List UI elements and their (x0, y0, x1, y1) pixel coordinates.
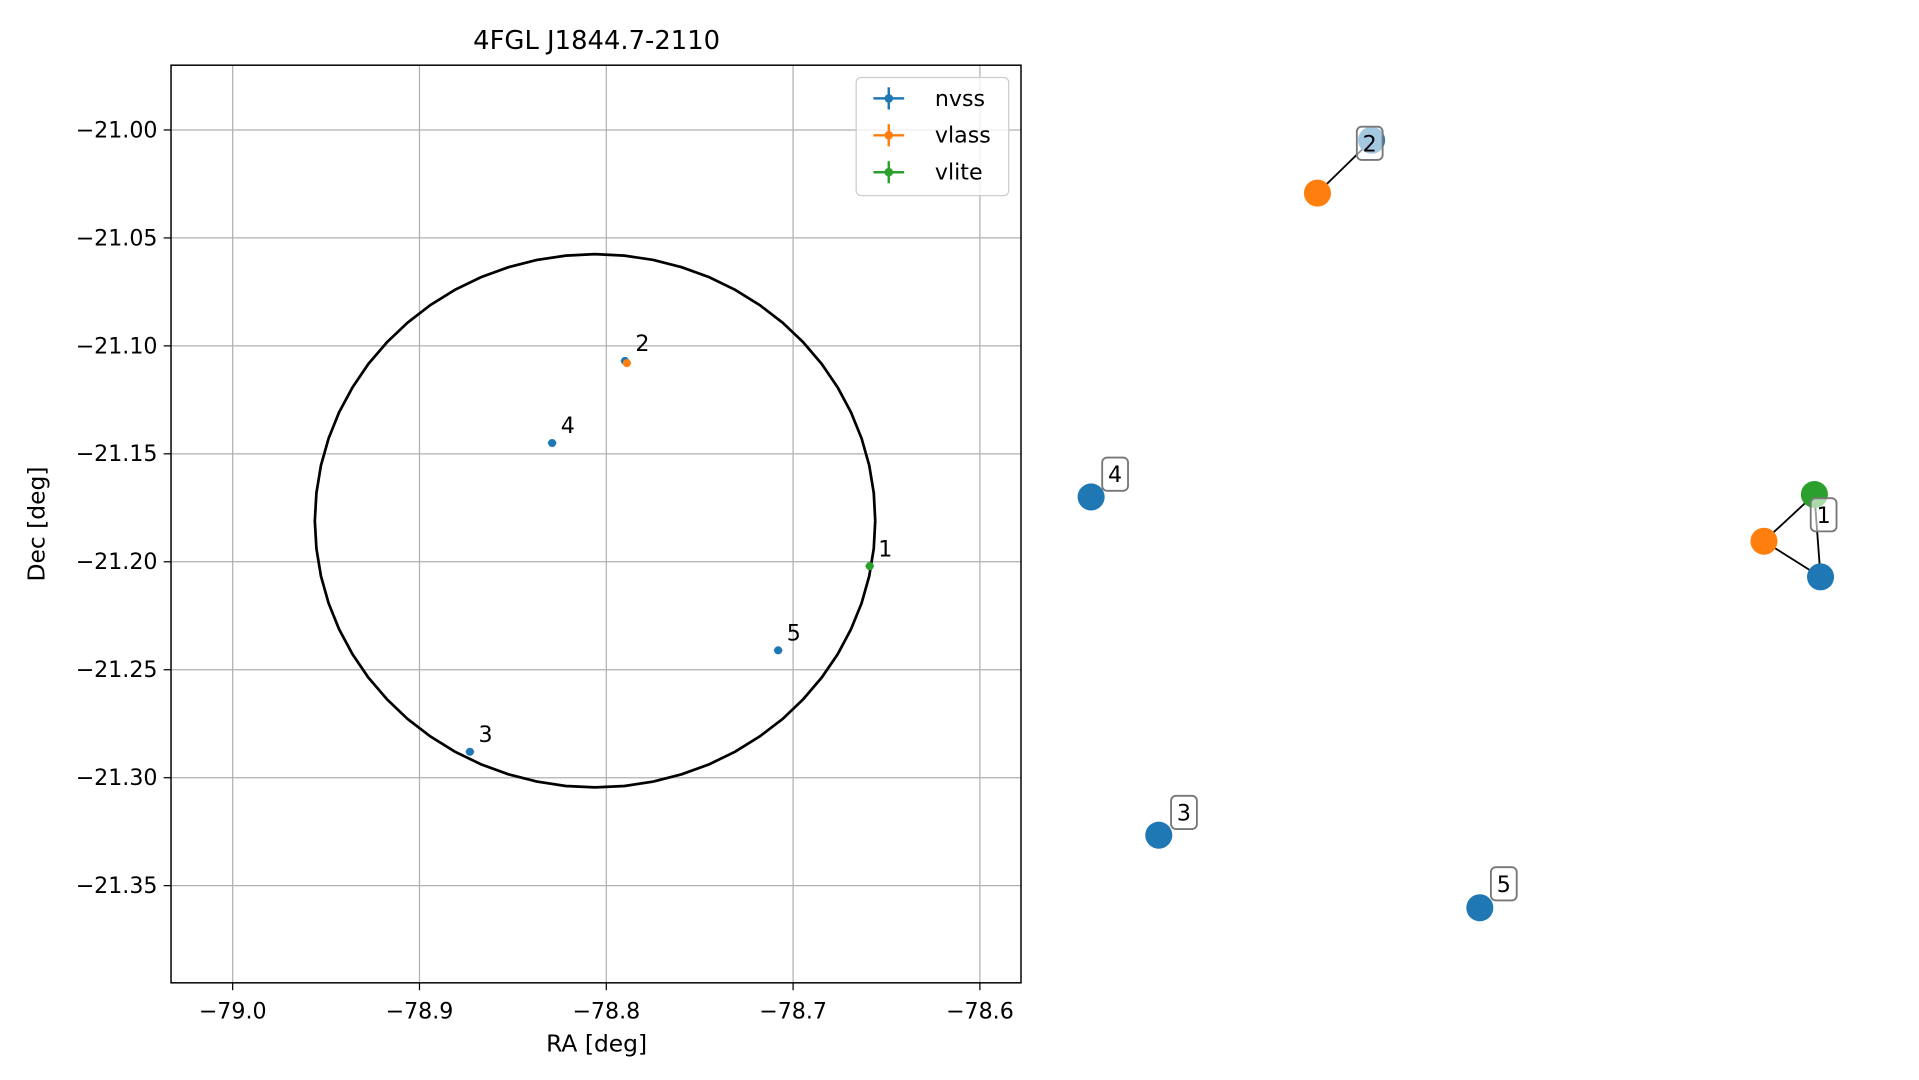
node-label-text: 5 (1497, 872, 1511, 898)
y-tick-label: −21.10 (76, 333, 158, 359)
nvss-point (465, 747, 474, 756)
x-tick-label: −79.0 (199, 998, 267, 1024)
legend-label: vlass (935, 123, 991, 149)
node-label-box (1101, 456, 1129, 492)
x-tick-label: −78.8 (572, 998, 640, 1024)
y-tick-label: −21.00 (76, 117, 158, 143)
point-labels-layer: 1 2 3 4 5 (479, 331, 893, 748)
node-label-text: 3 (1177, 800, 1191, 826)
node-label-box (1809, 497, 1838, 533)
chart-title: 4FGL J1844.7-2110 (473, 26, 720, 56)
node-label-text: 4 (1108, 462, 1122, 488)
node-label-text: 1 (1817, 503, 1831, 529)
vlass-node (1750, 527, 1778, 555)
legend-marker (884, 94, 894, 103)
legend-label: vlite (935, 160, 983, 186)
node-label-text: 2 (1363, 131, 1377, 157)
plot-frame (170, 64, 1022, 984)
nvss-point (774, 646, 783, 655)
association-network: 2 4 1 3 5 (1077, 125, 1838, 922)
y-axis-label: Dec [deg] (22, 467, 50, 582)
grid (171, 65, 1022, 983)
legend-marker (884, 167, 894, 177)
point-label: 1 (878, 536, 892, 562)
vlass-node (1303, 179, 1331, 207)
point-label: 3 (479, 722, 493, 748)
node-label-box (1489, 866, 1518, 902)
node-label: 3 (1170, 794, 1198, 830)
legend-box (855, 76, 1010, 197)
nvss-node (1145, 821, 1173, 849)
error-ellipse-layer (313, 252, 877, 789)
node-label-box (1170, 794, 1198, 830)
x-tick-label: −78.9 (386, 998, 454, 1024)
node-label: 4 (1101, 456, 1129, 492)
x-axis-ticks: −79.0 −78.9 −78.8 −78.7 −78.6 (199, 982, 1014, 1024)
nvss-node (1466, 894, 1494, 922)
y-tick-label: −21.25 (76, 657, 158, 683)
nvss-node (1807, 563, 1835, 591)
points-layer (465, 356, 874, 756)
legend: nvss vlass vlite (855, 76, 1010, 197)
legend-label: nvss (935, 86, 985, 112)
x-axis-label: RA [deg] (546, 1030, 647, 1058)
node-label: 5 (1489, 866, 1518, 902)
x-tick-label: −78.6 (946, 998, 1014, 1024)
node-label: 2 (1355, 125, 1384, 161)
y-tick-label: −21.30 (76, 765, 158, 791)
point-label: 4 (561, 413, 575, 439)
y-tick-label: −21.15 (76, 441, 158, 467)
x-tick-label: −78.7 (759, 998, 827, 1024)
vlite-point (865, 562, 874, 571)
point-label: 5 (787, 620, 801, 646)
vlass-point (622, 359, 631, 368)
y-tick-label: −21.20 (76, 549, 158, 575)
y-tick-label: −21.05 (76, 225, 158, 251)
y-axis-ticks: −21.00 −21.05 −21.10 −21.15 −21.20 −21.25 −21.… (76, 117, 172, 899)
y-tick-label: −21.35 (76, 873, 158, 899)
nvss-point (548, 438, 557, 448)
node-label-box (1355, 125, 1384, 161)
legend-marker (884, 131, 894, 140)
nvss-node (1077, 483, 1105, 511)
node-label: 1 (1809, 497, 1838, 533)
point-label: 2 (635, 331, 649, 357)
error-ellipse (313, 252, 877, 789)
